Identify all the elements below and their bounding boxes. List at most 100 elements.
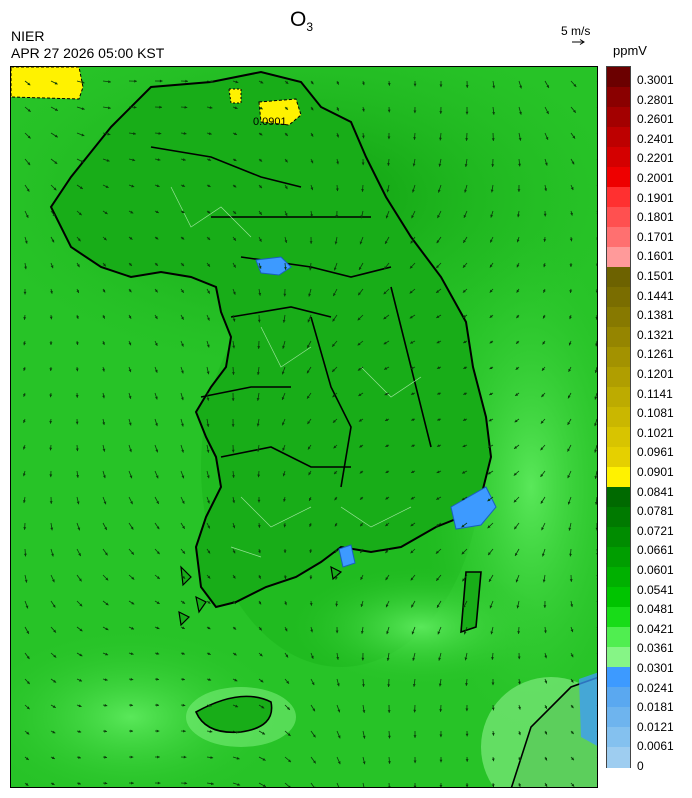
wind-arrow-head [102,342,105,346]
colorbar-tick-label: 0.1201 [637,367,674,381]
wind-arrow-head [360,576,364,580]
wind-arrow-head [131,626,135,630]
wind-arrow-head [436,290,440,293]
wind-arrow-head [287,706,290,710]
wind-arrow-head [463,605,466,609]
wind-arrow-head [22,473,26,477]
colorbar-segment [607,227,630,248]
wind-arrow-head [256,449,260,452]
wind-arrow-head [465,683,468,686]
wind-arrow-head [234,106,238,110]
wind-arrow-head [516,239,520,243]
wind-arrow-head [130,703,134,707]
wind-arrow-head [285,81,289,84]
wind-arrow-head [182,158,186,161]
wind-arrow-head [54,134,58,138]
wind-arrow-head [518,783,521,787]
wind-arrow-head [596,238,597,240]
wind-arrow-head [181,263,184,267]
wind-arrow-head [75,368,79,372]
colorbar-segment [607,107,630,128]
colorbar-tick-label: 0.0541 [637,582,674,597]
wind-arrow [596,159,597,160]
wind-arrow-head [22,446,26,450]
wind-arrow-head [310,133,314,137]
wind-arrow-head [413,137,417,140]
wind-arrow-head [465,85,469,88]
wind-arrow-head [27,82,31,86]
wind-arrow-head [595,264,597,266]
wind-arrow-head [261,705,265,709]
wind-arrow-head [286,680,290,684]
wind-arrow-head [75,421,79,425]
wind-arrow-head [437,189,441,193]
wind-arrow-head [285,106,288,110]
wind-arrow-head [410,496,414,500]
wind-arrow-head [357,317,361,321]
wind-arrow-head [131,781,134,785]
wind-arrow-head [23,291,27,295]
wind-arrow-head [517,656,521,660]
wind-arrow-head [332,419,336,423]
wind-arrow-head [387,761,391,764]
wind-arrow-head [284,602,287,606]
wind-arrow-head [23,317,27,320]
wind-arrow-head [410,240,414,244]
wind-arrow-head [360,523,363,527]
wind-arrow-head [104,211,108,215]
wind-arrow-head [359,241,363,245]
wind-arrow-head [156,652,160,655]
wind-arrow-head [181,500,185,504]
wind-arrow-head [206,344,210,348]
wind-arrow-head [53,679,57,683]
wind-arrow-head [491,138,495,141]
wind-arrow-head [76,474,80,478]
wind-arrow-head [260,679,264,683]
wind-arrow [596,653,597,654]
wind-arrow-head [386,189,390,193]
wind-arrow-head [489,605,493,609]
colorbar-segment [607,607,630,628]
wind-arrow-head [439,709,443,712]
wind-arrow-head [383,341,387,345]
wind-arrow-head [570,654,574,658]
wind-arrow-head [411,470,415,473]
wind-arrow-head [260,80,264,84]
wind-arrow-head [362,761,366,765]
wind-arrow-head [103,237,107,241]
wind-arrow-head [541,394,545,398]
wind-arrow-head [596,604,597,605]
wind-arrow-head [23,367,26,371]
wind-arrow-head [332,369,335,372]
wind-arrow-head [306,370,310,374]
wind-arrow-head [182,677,185,681]
colorbar-segment [607,427,630,448]
wind-arrow-head [23,393,26,397]
wind-arrow-head [488,578,492,582]
wind-arrow-head [413,735,417,738]
wind-arrow-head [519,85,522,89]
wind-arrow-head [514,446,518,449]
wind-arrow-head [437,392,441,395]
wind-arrow-head [518,757,521,761]
wind-arrow-head [49,368,53,372]
wind-arrow-head [413,110,417,114]
wind-arrow-head [50,527,54,531]
wind-arrow-head [336,134,340,138]
wind-arrow-head [105,652,109,656]
wind-arrow-head [78,553,81,557]
colorbar-segment [607,67,630,88]
wind-arrow-head [105,627,109,631]
wind-arrow-head [258,238,262,242]
wind-arrow-head [207,184,211,187]
wind-arrow-head [184,105,188,109]
wind-arrow-head [437,215,440,219]
wind-arrow-head [181,316,184,320]
wind-arrow-head [438,657,442,661]
wind-arrow-head [309,576,313,580]
wind-arrow-head [314,786,316,787]
wind-arrow-head [362,735,366,739]
wind-arrow-head [182,550,186,554]
wind-arrow-head [232,345,236,349]
colorbar-tick-label: 0.1601 [637,249,674,264]
